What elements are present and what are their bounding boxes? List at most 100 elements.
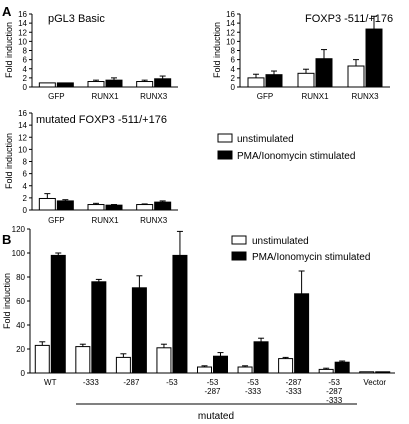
legend-swatch-stimulated xyxy=(217,150,233,160)
y-tick-label: 20 xyxy=(16,345,25,354)
bar-stimulated xyxy=(56,200,74,211)
chart-title: mutated FOXP3 -511/+176 xyxy=(36,114,167,126)
bar-stimulated xyxy=(50,254,66,374)
chart-title: FOXP3 -511/+176 xyxy=(305,13,393,25)
panel-label-a: A xyxy=(2,4,12,19)
category-label: RUNX3 xyxy=(140,216,168,225)
y-tick-label: 10 xyxy=(226,37,235,46)
bar-stimulated xyxy=(91,281,107,374)
legend-label-unstimulated: unstimulated xyxy=(252,236,309,247)
y-tick-label: 2 xyxy=(23,194,28,203)
mutated-label: mutated xyxy=(198,411,234,422)
bar-unstimulated xyxy=(87,204,105,211)
y-tick-label: 2 xyxy=(231,74,236,83)
bar-unstimulated xyxy=(347,65,365,88)
bar-stimulated xyxy=(56,82,74,88)
y-tick-label: 4 xyxy=(231,65,236,74)
y-axis-label: Fold induction xyxy=(212,22,222,78)
bar-stimulated xyxy=(154,78,172,88)
category-label: -53 -287 xyxy=(204,378,221,396)
legend-swatch-unstimulated xyxy=(217,133,233,143)
bar-unstimulated xyxy=(34,344,50,374)
legend-swatch-unstimulated xyxy=(231,235,247,245)
y-tick-label: 8 xyxy=(23,47,28,56)
y-tick-label: 6 xyxy=(23,170,28,179)
y-tick-label: 10 xyxy=(18,145,27,154)
bar-unstimulated xyxy=(318,368,334,374)
category-label: GFP xyxy=(48,216,64,225)
bar-unstimulated xyxy=(359,371,375,374)
bar-unstimulated xyxy=(75,346,91,374)
chart-mutated-foxp3: 0 2 4 6 8 10 12 14 16 Fold induction mutated FOXP3… xyxy=(4,109,178,225)
bar-stimulated xyxy=(105,204,123,211)
category-label: RUNX3 xyxy=(351,92,379,101)
legend-label-unstimulated: unstimulated xyxy=(237,134,294,145)
y-tick-label: 12 xyxy=(18,28,27,37)
bar-stimulated xyxy=(334,361,350,374)
category-label: WT xyxy=(44,378,57,387)
category-label: -287 xyxy=(123,378,140,387)
y-tick-label: 16 xyxy=(18,10,27,19)
category-label: Vector xyxy=(363,378,386,387)
y-tick-label: 12 xyxy=(18,133,27,142)
y-tick-label: 16 xyxy=(226,10,235,19)
y-tick-label: 0 xyxy=(23,206,28,215)
bar-unstimulated xyxy=(156,347,172,374)
y-axis-label: Fold induction xyxy=(2,273,12,329)
category-label: GFP xyxy=(48,92,64,101)
bar-stimulated xyxy=(154,201,172,211)
y-tick-label: 4 xyxy=(23,182,28,191)
y-tick-label: 2 xyxy=(23,74,28,83)
category-label: RUNX1 xyxy=(91,92,119,101)
category-label: RUNX1 xyxy=(91,216,119,225)
category-label: -333 xyxy=(83,378,100,387)
y-tick-label: 6 xyxy=(231,56,236,65)
bar-stimulated xyxy=(213,355,228,374)
bar-stimulated xyxy=(253,341,269,374)
y-tick-label: 0 xyxy=(23,83,28,92)
y-tick-label: 0 xyxy=(231,83,236,92)
y-tick-label: 80 xyxy=(16,273,25,282)
y-tick-label: 6 xyxy=(23,56,28,65)
y-tick-label: 14 xyxy=(18,121,27,130)
y-tick-label: 4 xyxy=(23,65,28,74)
bar-unstimulated xyxy=(136,81,154,88)
y-tick-label: 10 xyxy=(18,37,27,46)
category-label: -53 -333 xyxy=(245,378,262,396)
category-label: -287 -333 xyxy=(286,378,303,396)
legend-swatch-stimulated xyxy=(231,251,247,261)
y-tick-label: 40 xyxy=(16,321,25,330)
category-label: RUNX1 xyxy=(301,92,329,101)
bar-stimulated xyxy=(375,371,391,374)
legend-label-stimulated: PMA/Ionomycin stimulated xyxy=(252,252,370,263)
legend-label-stimulated: PMA/Ionomycin stimulated xyxy=(237,151,355,162)
y-tick-label: 14 xyxy=(226,19,235,28)
y-axis-label: Fold induction xyxy=(4,133,14,189)
y-tick-label: 60 xyxy=(16,297,25,306)
category-label: GFP xyxy=(257,92,273,101)
y-tick-label: 100 xyxy=(12,249,26,258)
bar-stimulated xyxy=(105,79,123,88)
y-tick-label: 8 xyxy=(23,158,28,167)
bar-unstimulated xyxy=(87,81,105,88)
bar-unstimulated xyxy=(278,358,294,374)
bar-stimulated xyxy=(315,58,333,88)
category-label: RUNX3 xyxy=(140,92,168,101)
bar-unstimulated xyxy=(197,366,212,374)
category-label: -53 xyxy=(166,378,178,387)
bar-stimulated xyxy=(131,287,147,374)
y-tick-label: 120 xyxy=(12,225,26,234)
bar-unstimulated xyxy=(247,77,265,88)
y-tick-label: 0 xyxy=(21,369,26,378)
bar-unstimulated xyxy=(297,72,315,88)
panel-label-b: B xyxy=(2,232,11,247)
bar-unstimulated xyxy=(38,197,56,211)
bar-stimulated xyxy=(365,28,383,88)
bar-stimulated xyxy=(265,74,283,88)
bar-unstimulated xyxy=(136,204,154,211)
chart-title: pGL3 Basic xyxy=(48,13,105,25)
legend-panel-a: unstimulated PMA/Ionomycin stimulated xyxy=(217,133,355,162)
